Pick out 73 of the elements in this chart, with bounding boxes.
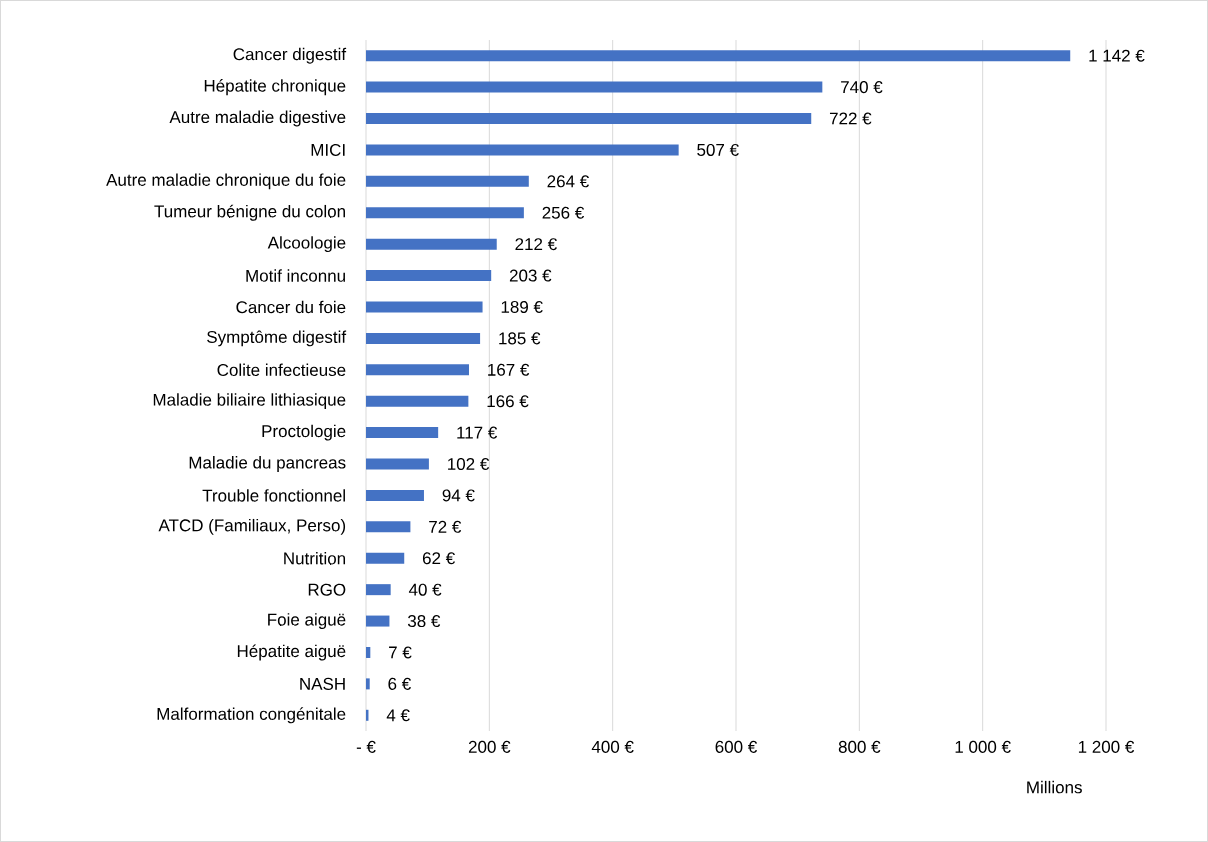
data-label: 117 €: [457, 426, 498, 439]
data-label: 167 €: [488, 363, 530, 376]
y-tick-label: Maladie du pancreas: [189, 456, 346, 472]
data-label: 38 €: [407, 615, 441, 628]
y-tick-label: Proctologie: [262, 424, 346, 441]
y-tick-label: RGO: [308, 583, 346, 596]
y-tick-label: Foie aiguë: [268, 613, 346, 629]
y-tick-label: Autre maladie chronique du foie: [106, 173, 346, 190]
x-tick-label: 1 200 €: [1078, 740, 1135, 753]
bar: [366, 427, 439, 439]
data-label: 1 142 €: [1089, 49, 1145, 62]
x-tick-label: 400 €: [591, 740, 634, 753]
data-label: 740 €: [841, 81, 883, 94]
y-tick-label: Symptôme digestif: [207, 330, 347, 347]
bar: [366, 584, 391, 596]
data-label: 40 €: [408, 583, 442, 596]
y-tick-label: Hépatite chronique: [204, 79, 346, 96]
bar: [366, 552, 405, 564]
bar: [366, 395, 469, 407]
x-tick-label: 800 €: [838, 740, 881, 753]
y-tick-label: Malformation congénitale: [157, 707, 346, 724]
data-label: 6 €: [388, 677, 411, 690]
data-label: 94 €: [442, 489, 475, 502]
y-tick-label: Maladie biliaire lithiasique: [153, 393, 346, 410]
data-label: 62 €: [422, 552, 455, 565]
bar: [366, 458, 429, 470]
bar: [366, 270, 492, 282]
data-label: 189 €: [501, 300, 543, 313]
bar: [366, 332, 481, 344]
data-label: 166 €: [487, 395, 529, 408]
bar: [366, 364, 469, 376]
x-tick-label: - €: [356, 740, 376, 753]
x-tick-label: 1 000 €: [955, 740, 1011, 753]
bar: [366, 489, 424, 501]
data-label: 203 €: [509, 269, 552, 282]
bar: [366, 175, 529, 187]
data-label: 72 €: [429, 520, 462, 533]
bar: [366, 615, 390, 627]
y-tick-label: Nutrition: [284, 552, 346, 565]
y-tick-label: MICI: [311, 143, 345, 156]
y-tick-label: Tumeur bénigne du colon: [154, 204, 345, 221]
y-tick-label: Autre maladie digestive: [169, 110, 346, 127]
y-tick-label: Alcoologie: [267, 236, 346, 253]
bar: [366, 646, 371, 658]
data-label: 7 €: [389, 646, 412, 659]
data-label: 264 €: [547, 175, 589, 188]
data-label: 102 €: [448, 458, 490, 471]
data-label: 212 €: [515, 238, 557, 251]
data-label: 185 €: [499, 332, 541, 345]
x-tick-label: 600 €: [715, 740, 758, 753]
y-tick-label: Trouble fonctionnel: [202, 489, 345, 502]
data-label: 507 €: [697, 143, 739, 156]
x-axis-title: Millions: [1027, 780, 1082, 794]
y-tick-label: Hépatite aiguë: [237, 644, 346, 661]
y-tick-label: ATCD (Familiaux, Perso): [158, 518, 346, 535]
x-tick-label: 200 €: [468, 740, 511, 753]
data-label: 722 €: [829, 112, 872, 125]
bar: [366, 207, 524, 219]
bar: [366, 144, 679, 156]
data-label: 256 €: [542, 206, 585, 219]
data-label: 4 €: [386, 709, 410, 722]
bar: [366, 678, 370, 690]
y-tick-label: Motif inconnu: [246, 269, 345, 282]
bar: [366, 521, 411, 533]
bar: [366, 238, 497, 250]
bar: [366, 81, 823, 93]
y-tick-label: Cancer du foie: [236, 300, 346, 314]
bar: [366, 301, 483, 313]
bar: [366, 113, 812, 125]
y-tick-label: NASH: [300, 677, 345, 690]
y-tick-label: Cancer digestif: [233, 47, 347, 64]
bar: [366, 50, 1071, 62]
y-tick-label: Colite infectieuse: [217, 363, 346, 377]
